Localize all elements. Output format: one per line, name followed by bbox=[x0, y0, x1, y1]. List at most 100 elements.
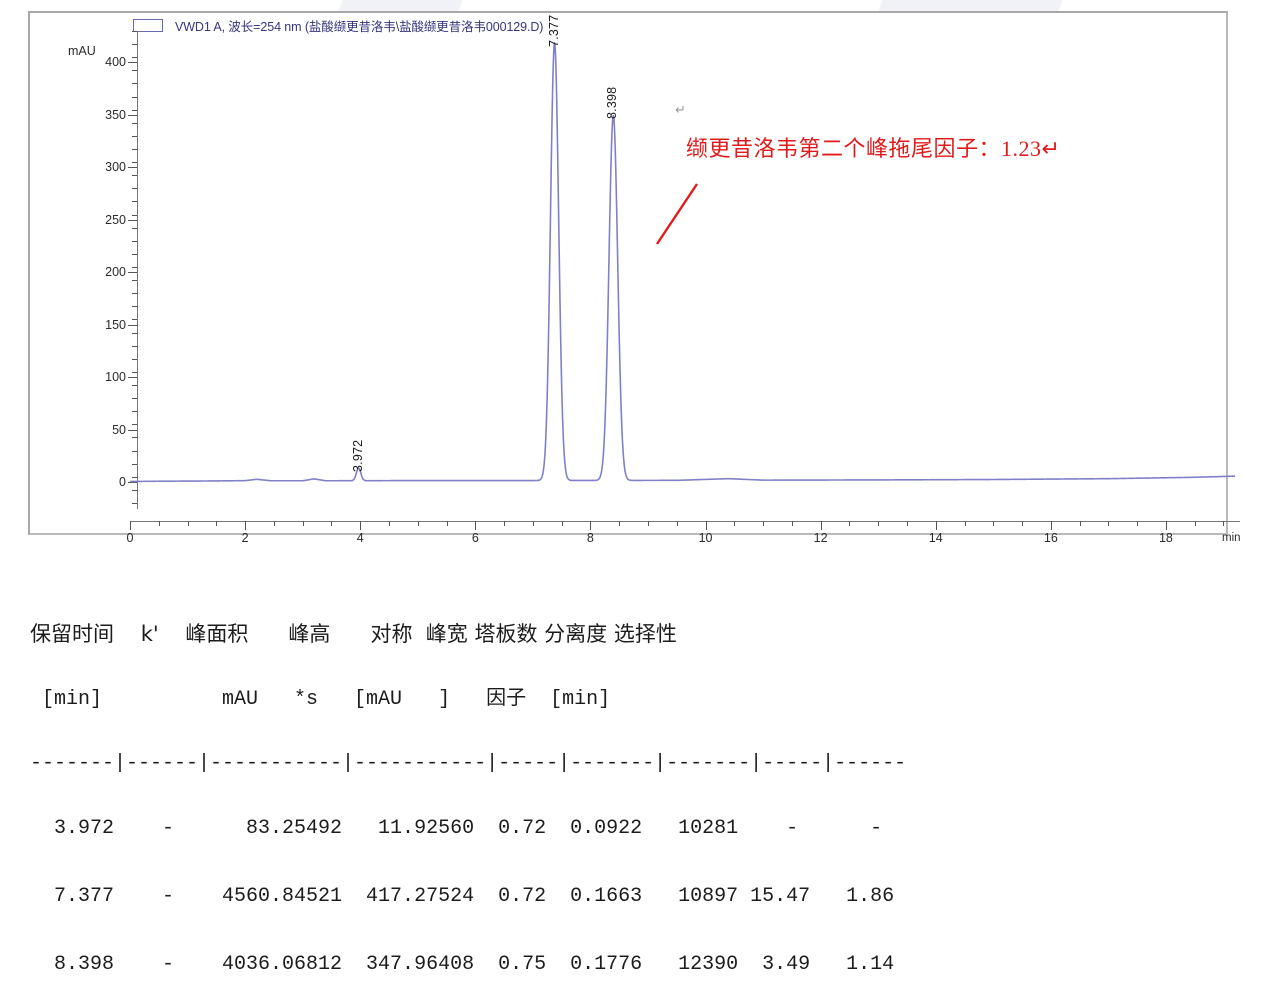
x-axis-minor-tick bbox=[849, 521, 851, 526]
y-axis-tick bbox=[128, 114, 137, 116]
table-header-line-1: 保留时间 k' 峰面积 峰高 对称 峰宽 塔板数 分离度 选择性 bbox=[30, 622, 677, 646]
chart-legend: VWD1 A, 波长=254 nm (盐酸缬更昔洛韦\盐酸缬更昔洛韦000129… bbox=[133, 16, 543, 35]
x-axis-minor-tick bbox=[1223, 521, 1225, 526]
x-axis-tick bbox=[245, 521, 247, 530]
x-axis-tick-label: 8 bbox=[586, 531, 594, 545]
x-axis-minor-tick bbox=[1079, 521, 1081, 526]
x-axis-tick-label: 2 bbox=[241, 531, 249, 545]
y-axis-minor-tick bbox=[132, 450, 137, 452]
chromatogram-trace bbox=[129, 42, 1236, 483]
x-axis-minor-tick bbox=[906, 521, 908, 526]
y-axis-minor-tick bbox=[132, 476, 137, 478]
x-axis-minor-tick bbox=[561, 521, 563, 526]
y-axis-spine bbox=[137, 31, 138, 509]
y-axis-tick-label: 0 bbox=[119, 475, 126, 490]
x-axis-tick bbox=[1050, 521, 1052, 530]
x-axis-minor-tick bbox=[331, 521, 333, 526]
x-axis-minor-tick bbox=[964, 521, 966, 526]
x-axis-minor-tick bbox=[504, 521, 506, 526]
y-axis-tick-label: 300 bbox=[105, 160, 126, 175]
x-axis-tick-label: 10 bbox=[698, 531, 713, 545]
y-axis-minor-tick bbox=[132, 385, 137, 386]
y-axis-minor-tick bbox=[132, 83, 137, 85]
x-axis-minor-tick bbox=[647, 521, 649, 526]
y-axis-tick-label: 200 bbox=[105, 265, 126, 280]
table-rule: -------|------|-----------|-----------|-… bbox=[30, 752, 907, 775]
y-axis-minor-tick bbox=[132, 31, 137, 32]
y-axis-minor-tick bbox=[132, 57, 137, 59]
y-axis-minor-tick bbox=[132, 345, 137, 347]
table-header-line-2: [min] mAU *s [mAU ] 因子 [min] bbox=[30, 688, 611, 711]
x-axis-minor-tick bbox=[993, 521, 995, 526]
y-axis-tick-labels: 0 50 100 150 200 250 300 350 400 bbox=[70, 31, 126, 509]
x-axis-tick-label: 6 bbox=[471, 531, 479, 545]
x-axis-minor-tick bbox=[187, 521, 189, 526]
peak-retention-time-label: 3.972 bbox=[350, 439, 365, 473]
x-axis-tick-labels: 0 2 4 6 8 10 12 14 16 18 bbox=[126, 531, 1240, 547]
x-axis-minor-tick bbox=[158, 521, 160, 526]
x-axis-minor-tick bbox=[532, 521, 534, 526]
y-axis-minor-tick bbox=[132, 162, 137, 164]
plot-area: 3.972 7.377 8.398 bbox=[129, 15, 1236, 503]
y-axis-minor-tick bbox=[132, 240, 137, 242]
table-row: 3.972 - 83.25492 11.92560 0.72 0.0922 10… bbox=[30, 817, 883, 840]
y-axis-unit-label: mAU bbox=[68, 44, 96, 58]
x-axis-tick-label: 12 bbox=[813, 531, 828, 545]
x-axis-tick bbox=[130, 521, 131, 530]
y-axis-tick bbox=[128, 167, 137, 169]
y-axis bbox=[128, 31, 140, 509]
x-axis bbox=[130, 521, 1240, 533]
x-axis-tick-label: 18 bbox=[1158, 531, 1173, 545]
x-axis-unit-label: min bbox=[1222, 532, 1241, 544]
y-axis-tick-label: 400 bbox=[105, 55, 126, 70]
x-axis-tick-label: 16 bbox=[1043, 531, 1058, 545]
x-axis-minor-tick bbox=[417, 521, 419, 526]
x-axis-minor-tick bbox=[1022, 521, 1024, 526]
y-axis-tick-label: 50 bbox=[112, 422, 126, 437]
y-axis-minor-tick bbox=[132, 188, 137, 190]
x-axis-minor-tick bbox=[1108, 521, 1110, 526]
y-axis-minor-tick bbox=[132, 463, 137, 465]
x-axis-tick bbox=[590, 521, 592, 530]
y-axis-minor-tick bbox=[132, 371, 137, 373]
y-axis-tick bbox=[128, 377, 137, 379]
y-axis-minor-tick bbox=[132, 398, 137, 400]
y-axis-tick-label: 150 bbox=[105, 317, 126, 332]
y-axis-minor-tick bbox=[132, 175, 137, 177]
x-axis-tick bbox=[705, 521, 707, 530]
y-axis-minor-tick bbox=[132, 96, 137, 98]
x-axis-tick-label: 4 bbox=[356, 531, 364, 545]
x-axis-tick-label: 0 bbox=[126, 531, 134, 545]
y-axis-minor-tick bbox=[132, 319, 137, 321]
x-axis-minor-tick bbox=[878, 521, 880, 526]
table-row: 7.377 - 4560.84521 417.27524 0.72 0.1663… bbox=[30, 885, 895, 908]
x-axis-minor-tick bbox=[791, 521, 793, 526]
x-axis-minor-tick bbox=[619, 521, 621, 526]
x-axis-minor-tick bbox=[446, 521, 448, 526]
x-axis-minor-tick bbox=[734, 521, 736, 526]
legend-label: VWD1 A, 波长=254 nm (盐酸缬更昔洛韦\盐酸缬更昔洛韦000129… bbox=[175, 20, 544, 34]
y-axis-minor-tick bbox=[132, 267, 137, 268]
y-axis-tick-label: 250 bbox=[105, 212, 126, 227]
peak-retention-time-label: 8.398 bbox=[605, 87, 620, 120]
y-axis-minor-tick bbox=[132, 332, 137, 334]
y-axis-minor-tick bbox=[132, 149, 137, 150]
x-axis-tick bbox=[820, 521, 822, 530]
y-axis-tick bbox=[128, 482, 137, 484]
x-axis-tick bbox=[360, 521, 362, 530]
y-axis-minor-tick bbox=[132, 122, 137, 124]
y-axis-minor-tick bbox=[132, 411, 137, 413]
y-axis-minor-tick bbox=[132, 489, 137, 491]
y-axis-minor-tick bbox=[132, 280, 137, 282]
x-axis-minor-tick bbox=[388, 521, 390, 526]
x-axis-minor-tick bbox=[676, 521, 678, 526]
y-axis-tick bbox=[128, 62, 137, 64]
x-axis-tick-label: 14 bbox=[928, 531, 943, 545]
trace-line bbox=[129, 42, 1236, 483]
results-table: 保留时间 k' 峰面积 峰高 对称 峰宽 塔板数 分离度 选择性 [min] m… bbox=[30, 583, 1220, 999]
y-axis-minor-tick bbox=[132, 201, 137, 203]
x-axis-minor-tick bbox=[302, 521, 304, 526]
y-axis-tick bbox=[128, 272, 137, 274]
table-row: 8.398 - 4036.06812 347.96408 0.75 0.1776… bbox=[30, 953, 895, 976]
x-axis-minor-tick bbox=[1137, 521, 1139, 526]
